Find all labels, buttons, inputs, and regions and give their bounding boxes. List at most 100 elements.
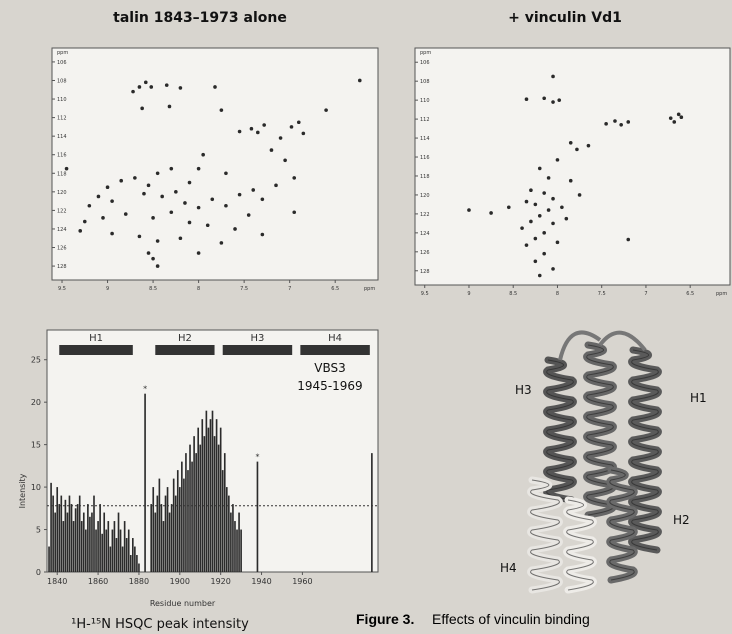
bar — [75, 508, 77, 572]
peak — [156, 171, 160, 175]
peak — [220, 241, 224, 245]
x-tick-label: 8.5 — [509, 291, 517, 297]
peak — [183, 201, 187, 205]
protein-structure — [531, 332, 659, 590]
helix-label: H1 — [89, 333, 103, 344]
bar — [89, 517, 91, 572]
bar — [218, 445, 220, 572]
peak — [467, 208, 471, 212]
peak — [542, 96, 546, 100]
bar — [63, 521, 65, 572]
peak — [138, 85, 142, 89]
peak — [138, 235, 142, 239]
peak — [165, 83, 169, 87]
bar — [222, 470, 224, 572]
annotation: 1945-1969 — [297, 379, 362, 393]
bar — [99, 504, 101, 572]
peak — [569, 179, 573, 183]
helix-bar — [59, 345, 133, 355]
peak — [224, 204, 228, 208]
bar — [128, 530, 130, 572]
bar — [85, 530, 87, 572]
peak — [538, 274, 542, 278]
peak — [626, 120, 630, 124]
y-tick-label: 124 — [57, 227, 67, 233]
y-tick-label: 128 — [57, 264, 67, 270]
bar — [159, 479, 161, 572]
bar — [195, 453, 197, 572]
panel-title: + vinculin Vd1 — [508, 10, 622, 26]
bar — [191, 462, 193, 572]
peak — [78, 229, 82, 233]
peak — [290, 125, 294, 129]
x-tick-label: 7 — [644, 291, 647, 297]
y-tick-label: 110 — [57, 97, 67, 103]
bar — [87, 504, 89, 572]
bar — [201, 419, 203, 572]
x-tick-label: 7.5 — [598, 291, 606, 297]
bar — [134, 547, 136, 572]
bar — [138, 564, 140, 572]
bar — [79, 496, 81, 572]
bar — [144, 394, 146, 572]
y-tick-label: 20 — [31, 398, 41, 407]
peak — [297, 120, 301, 124]
bar — [67, 513, 69, 572]
bar — [167, 487, 169, 572]
bar — [116, 538, 118, 572]
y-tick-label: 110 — [420, 98, 430, 104]
peak — [119, 179, 123, 183]
peak — [587, 144, 591, 148]
peak — [256, 131, 260, 135]
peak — [542, 191, 546, 195]
peak — [556, 158, 560, 162]
peak — [174, 190, 178, 194]
bar — [101, 534, 103, 572]
helix-label: H4 — [328, 333, 342, 344]
peak — [534, 260, 538, 264]
peak — [142, 192, 146, 196]
peak — [131, 90, 135, 94]
bar — [150, 504, 152, 572]
bar — [97, 521, 99, 572]
peak — [206, 223, 210, 227]
bar — [206, 411, 208, 572]
y-tick-label: 118 — [57, 171, 67, 177]
peak — [489, 211, 493, 215]
y-tick-label: 126 — [57, 246, 67, 252]
peak — [188, 181, 192, 185]
bar — [212, 411, 214, 572]
peak — [156, 239, 160, 243]
peak — [144, 81, 148, 85]
caption-text: Effects of vinculin binding — [432, 611, 590, 627]
peak — [538, 214, 542, 218]
bar — [93, 496, 95, 572]
peak — [551, 75, 555, 79]
peak — [626, 238, 630, 242]
bar — [52, 496, 54, 572]
peak — [140, 107, 144, 111]
bar — [257, 462, 259, 572]
bar — [130, 555, 132, 572]
x-tick-label: 8 — [197, 286, 200, 292]
peak — [179, 236, 183, 240]
x-tick-label: 6.5 — [331, 286, 339, 292]
peak — [106, 185, 110, 189]
y-tick-label: 10 — [31, 483, 41, 492]
bar — [120, 530, 122, 572]
peak — [270, 148, 274, 152]
peak — [525, 200, 529, 204]
peak — [261, 197, 265, 201]
structure-label: H1 — [690, 391, 707, 405]
bar — [216, 419, 218, 572]
peak — [677, 113, 681, 117]
bar — [56, 487, 58, 572]
bar — [199, 445, 201, 572]
bar — [183, 479, 185, 572]
peak — [224, 171, 228, 175]
plot-frame — [52, 48, 378, 280]
peak — [538, 167, 542, 171]
y-tick-label: 114 — [57, 134, 67, 140]
peak — [197, 167, 201, 171]
peak — [110, 199, 114, 203]
